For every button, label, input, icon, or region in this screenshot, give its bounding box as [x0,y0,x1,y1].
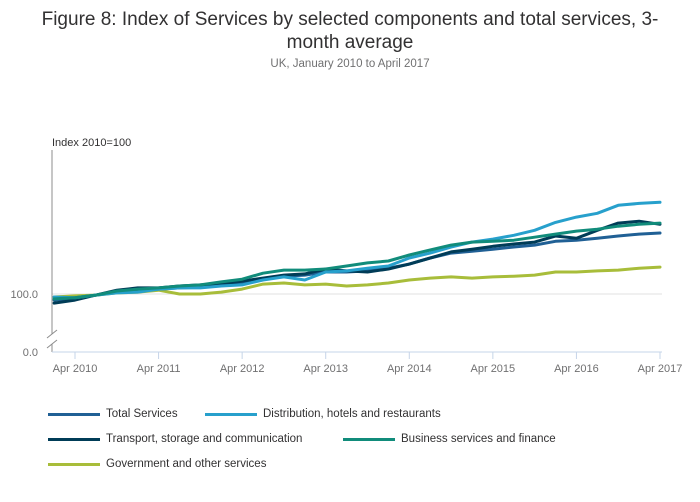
legend-swatch [343,437,395,441]
legend-item-distribution[interactable]: Distribution, hotels and restaurants [205,408,441,420]
series-line-distribution-hotels-and-restaurants [52,200,662,300]
y-tick-label: 100.0 [10,289,38,301]
x-tick-label: Apr 2017 [638,363,683,375]
x-tick-label: Apr 2010 [53,363,98,375]
legend-swatch [48,412,100,416]
legend-swatch [48,462,100,466]
chart-title-line-1: Figure 8: Index of Services by selected … [41,9,659,30]
x-tick-label: Apr 2015 [471,363,516,375]
x-tick-label: Apr 2014 [387,363,432,375]
chart-title-line-2: month average [286,32,414,53]
y-axis-title: Index 2010=100 [52,137,131,149]
legend-label: Transport, storage and communication [106,433,303,445]
legend-item-total-services[interactable]: Total Services [48,408,178,420]
x-tick-label: Apr 2016 [554,363,599,375]
legend-item-transport[interactable]: Transport, storage and communication [48,433,302,445]
chart-subtitle: UK, January 2010 to April 2017 [270,58,430,70]
legend-item-business[interactable]: Business services and finance [343,433,556,445]
x-tick-label: Apr 2011 [137,363,181,375]
legend-label: Distribution, hotels and restaurants [263,408,441,420]
y-tick-label: 0.0 [23,347,38,359]
axes [46,150,662,359]
x-tick-label: Apr 2012 [220,363,265,375]
line-chart: Index 2010=100 0.0 100.0 Apr 2010 Apr 2011… [10,137,683,375]
legend-label: Business services and finance [401,433,556,445]
x-tick-label: Apr 2013 [303,363,348,375]
chart-title: Figure 8: Index of Services by selected … [0,8,700,54]
y-tick-labels: 0.0 100.0 [10,289,38,359]
x-tick-labels: Apr 2010 Apr 2011 Apr 2012 Apr 2013 Apr 2014… [53,363,683,375]
legend-label: Total Services [106,408,178,420]
axis-break-mark [46,329,58,339]
legend-label: Government and other services [106,458,267,470]
series-line-business-services-and-finance [52,221,662,301]
series-lines [52,200,662,305]
legend-swatch [205,412,257,416]
legend-item-government[interactable]: Government and other services [48,458,266,470]
legend-swatch [48,437,100,441]
axis-break-mark [46,339,58,349]
